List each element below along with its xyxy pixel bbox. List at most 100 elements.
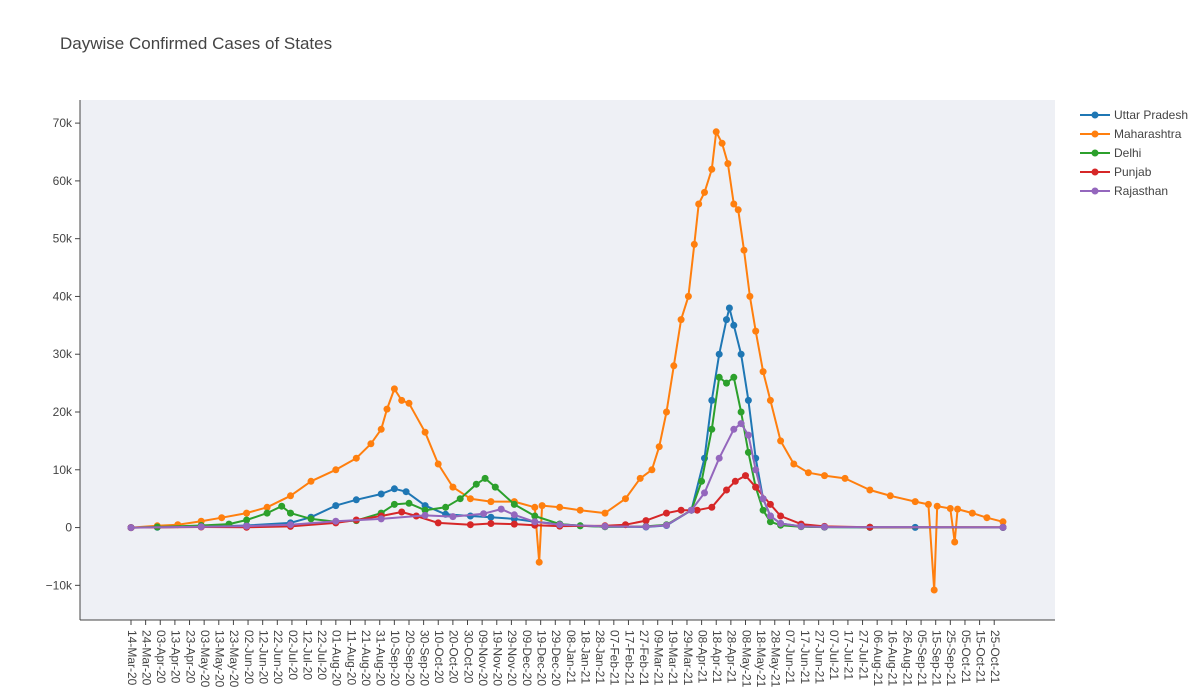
data-point bbox=[684, 292, 692, 300]
data-point bbox=[790, 460, 798, 468]
data-point bbox=[744, 448, 752, 456]
x-tick-label: 22-Jun-20 bbox=[271, 630, 285, 684]
x-tick-label: 23-May-20 bbox=[227, 630, 241, 688]
data-point bbox=[708, 396, 716, 404]
data-point bbox=[886, 492, 894, 500]
legend-item[interactable]: Punjab bbox=[1080, 165, 1152, 179]
x-tick-label: 13-May-20 bbox=[213, 630, 227, 688]
data-point bbox=[724, 160, 732, 168]
x-tick-label: 29-Nov-20 bbox=[505, 630, 519, 686]
x-tick-label: 29-Mar-21 bbox=[681, 630, 695, 686]
data-point bbox=[797, 522, 805, 530]
data-point bbox=[263, 503, 271, 511]
data-point bbox=[421, 506, 429, 514]
x-tick-label: 13-Apr-20 bbox=[169, 630, 183, 684]
x-tick-label: 09-Dec-20 bbox=[520, 630, 534, 686]
data-point bbox=[377, 515, 385, 523]
x-tick-label: 08-Jan-21 bbox=[564, 630, 578, 684]
data-point bbox=[999, 518, 1007, 526]
x-axis: 14-Mar-20 24-Mar-20 03-Apr-20 13-Apr-20 23-A… bbox=[80, 619, 1055, 688]
data-point bbox=[866, 486, 874, 494]
series-layer bbox=[127, 128, 1007, 594]
data-point bbox=[742, 472, 749, 480]
x-tick-label: 19-Mar-21 bbox=[666, 630, 680, 686]
legend-item[interactable]: Uttar Pradesh bbox=[1080, 108, 1188, 122]
x-tick-label: 12-Jun-20 bbox=[257, 630, 271, 684]
data-point bbox=[841, 474, 849, 482]
x-tick-label: 08-May-21 bbox=[739, 630, 753, 688]
data-point bbox=[911, 498, 919, 506]
data-point bbox=[766, 500, 774, 508]
data-point bbox=[734, 206, 742, 214]
data-point bbox=[287, 492, 294, 500]
legend-item[interactable]: Rajasthan bbox=[1080, 184, 1168, 198]
data-point bbox=[377, 425, 385, 433]
x-tick-label: 21-Aug-20 bbox=[359, 630, 373, 686]
x-tick-label: 17-Jun-21 bbox=[798, 630, 812, 684]
x-tick-label: 05-Sep-21 bbox=[915, 630, 929, 686]
x-tick-label: 25-Oct-21 bbox=[988, 630, 1002, 684]
legend-item[interactable]: Delhi bbox=[1080, 146, 1141, 160]
data-point bbox=[390, 500, 398, 508]
data-point bbox=[744, 396, 752, 404]
x-tick-label: 19-Dec-20 bbox=[534, 630, 548, 686]
data-point bbox=[954, 505, 962, 513]
legend-label: Uttar Pradesh bbox=[1114, 108, 1188, 122]
data-point bbox=[752, 483, 760, 491]
data-point bbox=[510, 500, 518, 508]
legend-item[interactable]: Maharashtra bbox=[1080, 127, 1182, 141]
data-point bbox=[698, 477, 706, 485]
data-point bbox=[715, 373, 723, 381]
legend[interactable]: Uttar Pradesh Maharashtra Delhi Punjab Rajas… bbox=[1080, 108, 1188, 198]
data-point bbox=[777, 512, 785, 520]
y-tick-label: 20k bbox=[53, 405, 73, 419]
data-point bbox=[740, 246, 748, 254]
legend-swatch-marker bbox=[1091, 187, 1099, 195]
data-point bbox=[243, 516, 251, 524]
data-point bbox=[766, 518, 774, 526]
data-point bbox=[243, 509, 251, 517]
data-point bbox=[670, 362, 678, 370]
y-tick-label: 30k bbox=[53, 347, 73, 361]
data-point bbox=[332, 517, 340, 525]
data-point bbox=[383, 405, 391, 413]
plot-area bbox=[80, 100, 1055, 620]
data-point bbox=[531, 512, 539, 520]
data-point bbox=[677, 506, 685, 514]
data-point bbox=[601, 509, 609, 517]
data-point bbox=[642, 517, 650, 525]
x-tick-label: 03-May-20 bbox=[198, 630, 212, 688]
chart-title: Daywise Confirmed Cases of States bbox=[60, 34, 333, 53]
series-rajasthan bbox=[127, 420, 1007, 532]
x-tick-label: 06-Aug-21 bbox=[871, 630, 885, 686]
x-tick-label: 11-Aug-20 bbox=[344, 630, 358, 685]
data-point bbox=[510, 520, 518, 528]
data-point bbox=[332, 466, 340, 474]
data-point bbox=[287, 509, 294, 517]
data-point bbox=[449, 513, 457, 521]
data-point bbox=[648, 466, 656, 474]
data-point bbox=[402, 488, 410, 496]
data-point bbox=[821, 523, 828, 531]
data-point bbox=[636, 474, 644, 482]
data-point bbox=[708, 503, 716, 511]
data-point bbox=[263, 509, 271, 517]
x-tick-label: 03-Apr-20 bbox=[154, 630, 168, 684]
data-point bbox=[690, 240, 698, 248]
legend-label: Punjab bbox=[1114, 165, 1152, 179]
data-point bbox=[487, 498, 495, 506]
data-point bbox=[983, 514, 991, 522]
data-point bbox=[968, 509, 976, 517]
x-tick-label: 18-Apr-21 bbox=[710, 630, 724, 684]
data-point bbox=[730, 373, 738, 381]
x-tick-label: 14-Mar-20 bbox=[125, 630, 139, 686]
x-tick-label: 20-Sep-20 bbox=[403, 630, 417, 686]
y-tick-label: 50k bbox=[53, 232, 73, 246]
data-point bbox=[497, 505, 505, 513]
x-tick-label: 20-Oct-20 bbox=[447, 630, 461, 684]
data-point bbox=[777, 437, 785, 445]
x-tick-label: 10-Oct-20 bbox=[432, 630, 446, 684]
x-tick-label: 31-Aug-20 bbox=[374, 630, 388, 686]
data-point bbox=[352, 454, 360, 462]
